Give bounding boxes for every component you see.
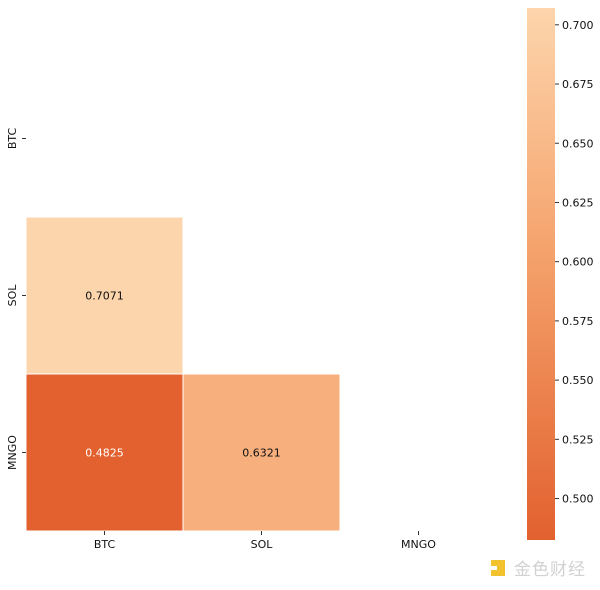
x-tick-label: MNGO [401,538,436,551]
colorbar-tick-label: 0.675 [562,78,594,91]
cell-value-label: 0.6321 [242,447,281,460]
y-tick-label: MNGO [6,435,19,470]
colorbar-ticks: 0.500 0.525 0.550 0.575 0.600 0.625 0.650 0.675… [555,19,594,506]
colorbar-tick-label: 0.525 [562,433,594,446]
logo-icon [488,558,508,578]
watermark-text: 金色财经 [514,560,586,580]
heatmap-cell-mngo-sol [182,373,341,532]
x-axis: BTC SOL MNGO [94,531,436,551]
colorbar-tick-label: 0.575 [562,315,594,328]
y-axis: BTC SOL MNGO [6,128,26,470]
colorbar-tick-label: 0.625 [562,196,594,209]
watermark: 金色财经 [488,555,586,580]
heatmap-cell-sol-btc [25,216,184,375]
colorbar-tick-label: 0.600 [562,256,594,269]
colorbar [527,8,555,540]
heatmap-cell-mngo-btc [25,373,184,532]
colorbar-tick-label: 0.550 [562,374,594,387]
y-tick-label: BTC [6,128,19,150]
heatmap-cells: 0.7071 0.4825 0.6321 [25,216,341,532]
cell-value-label: 0.7071 [85,290,124,303]
y-tick-label: SOL [6,284,19,307]
colorbar-tick-label: 0.650 [562,137,594,150]
colorbar-tick-label: 0.500 [562,493,594,506]
x-tick-label: SOL [251,538,274,551]
x-tick-label: BTC [94,538,116,551]
cell-value-label: 0.4825 [85,447,124,460]
colorbar-tick-label: 0.700 [562,19,594,32]
